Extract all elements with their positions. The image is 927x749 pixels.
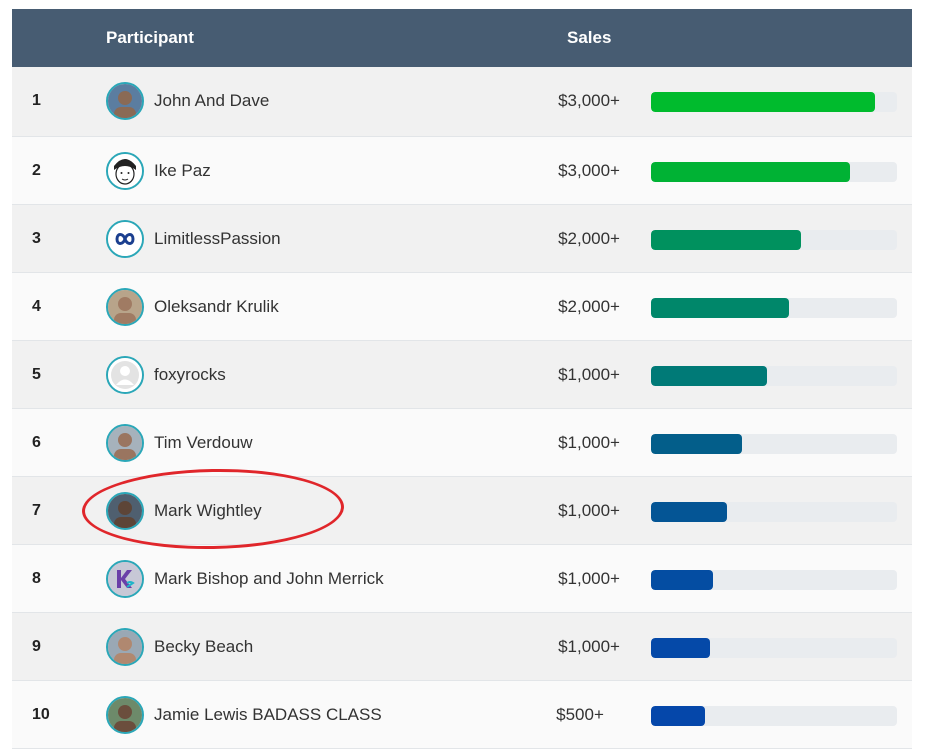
progress-fill — [651, 162, 851, 182]
avatar-photo-icon[interactable] — [106, 288, 144, 326]
progress-fill — [651, 706, 706, 726]
progress-fill — [651, 298, 789, 318]
progress-fill — [651, 502, 728, 522]
rank-number: 2 — [32, 162, 41, 179]
table-row: 6 Tim Verdouw $1,000+ — [12, 409, 912, 477]
sales-amount: $1,000+ — [558, 637, 620, 656]
avatar-photo-icon[interactable] — [106, 696, 144, 734]
table-row: 4 Oleksandr Krulik $2,000+ — [12, 273, 912, 341]
table-row: 7 Mark Wightley $1,000+ — [12, 477, 912, 545]
sales-amount: $1,000+ — [558, 569, 620, 588]
participant-name[interactable]: LimitlessPassion — [154, 229, 281, 248]
table-row: 9 Becky Beach $1,000+ — [12, 613, 912, 681]
sales-amount: $1,000+ — [558, 501, 620, 520]
progress-track — [651, 162, 897, 182]
participant-name[interactable]: Ike Paz — [154, 161, 211, 180]
rank-number: 4 — [32, 298, 41, 315]
progress-fill — [651, 570, 713, 590]
table-header: Participant Sales — [12, 9, 912, 67]
rank-number: 3 — [32, 230, 41, 247]
rank-number: 5 — [32, 366, 41, 383]
participant-name[interactable]: Tim Verdouw — [154, 433, 253, 452]
progress-track — [651, 502, 897, 522]
avatar-cartoon-icon[interactable] — [106, 152, 144, 190]
sales-amount: $3,000+ — [558, 91, 620, 110]
sales-amount: $1,000+ — [558, 433, 620, 452]
participant-name[interactable]: John And Dave — [154, 91, 270, 110]
infinity-logo-icon[interactable] — [106, 220, 144, 258]
table-row: 10 Jamie Lewis BADASS CLASS $500+ — [12, 681, 912, 749]
participant-name[interactable]: Mark Wightley — [154, 501, 262, 520]
sales-amount: $2,000+ — [558, 297, 620, 316]
table-row: 5 foxyrocks $1,000+ — [12, 341, 912, 409]
sales-amount: $3,000+ — [558, 161, 620, 180]
progress-track — [651, 570, 897, 590]
avatar-photo-icon[interactable] — [106, 82, 144, 120]
progress-track — [651, 92, 897, 112]
sales-amount: $2,000+ — [558, 229, 620, 248]
table-body: 1 John And Dave $3,000+ 2 Ike Paz $3,000+ 3 Lim… — [12, 67, 912, 749]
rank-number: 8 — [32, 570, 41, 587]
avatar-photo-icon[interactable] — [106, 628, 144, 666]
leaderboard-table: Participant Sales 1 John And Dave $3,000+ 2… — [12, 9, 912, 749]
sales-amount: $1,000+ — [558, 365, 620, 384]
progress-fill — [651, 366, 767, 386]
progress-track — [651, 434, 897, 454]
participant-name[interactable]: Mark Bishop and John Merrick — [154, 569, 384, 588]
progress-track — [651, 366, 897, 386]
rank-number: 1 — [32, 92, 41, 109]
progress-fill — [651, 434, 743, 454]
ks-logo-icon[interactable] — [106, 560, 144, 598]
progress-fill — [651, 230, 802, 250]
table-row: 1 John And Dave $3,000+ — [12, 67, 912, 137]
table-row: 2 Ike Paz $3,000+ — [12, 137, 912, 205]
progress-fill — [651, 638, 711, 658]
table-row: 8 Mark Bishop and John Merrick $1,000+ — [12, 545, 912, 613]
progress-track — [651, 638, 897, 658]
rank-number: 6 — [32, 434, 41, 451]
participant-name[interactable]: Jamie Lewis BADASS CLASS — [154, 705, 382, 724]
progress-fill — [651, 92, 875, 112]
participant-column-header: Participant — [106, 28, 194, 47]
rank-number: 9 — [32, 638, 41, 655]
sales-column-header: Sales — [567, 28, 612, 47]
participant-name[interactable]: Oleksandr Krulik — [154, 297, 279, 316]
progress-track — [651, 230, 897, 250]
rank-number: 10 — [32, 706, 50, 723]
participant-name[interactable]: foxyrocks — [154, 365, 226, 384]
progress-track — [651, 706, 897, 726]
participant-name[interactable]: Becky Beach — [154, 637, 254, 656]
avatar-photo-icon[interactable] — [106, 424, 144, 462]
rank-number: 7 — [32, 502, 41, 519]
avatar-placeholder-icon[interactable] — [106, 356, 144, 394]
sales-amount: $500+ — [556, 705, 604, 724]
avatar-photo-icon[interactable] — [106, 492, 144, 530]
progress-track — [651, 298, 897, 318]
table-row: 3 LimitlessPassion $2,000+ — [12, 205, 912, 273]
